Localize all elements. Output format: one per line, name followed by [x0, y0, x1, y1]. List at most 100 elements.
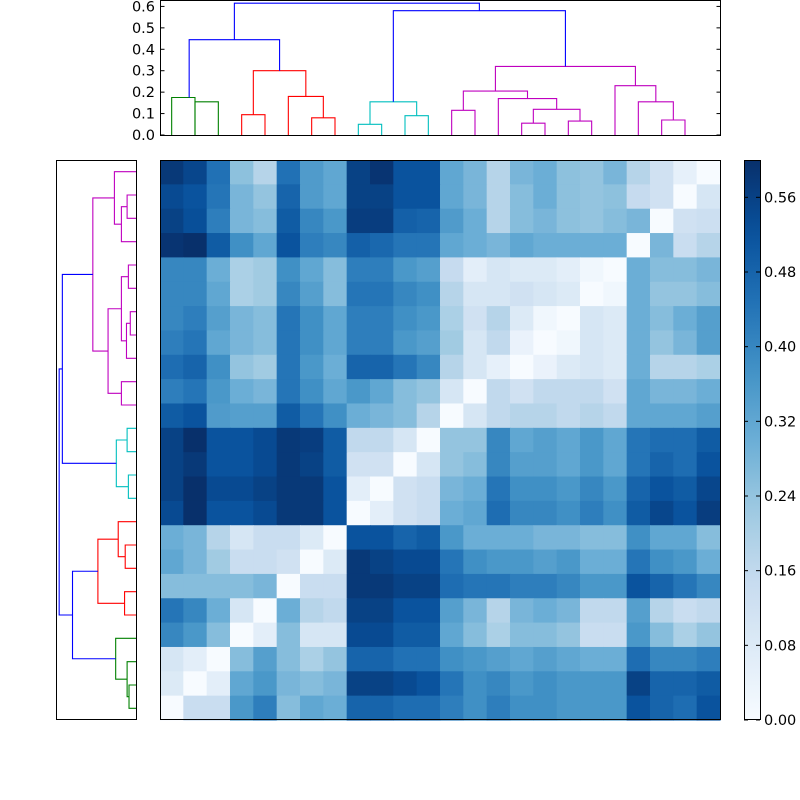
heatmap-cell — [323, 233, 348, 258]
heatmap-cell — [556, 549, 581, 575]
heatmap-cell — [440, 379, 464, 405]
heatmap-cell — [580, 257, 604, 283]
heatmap-cell — [626, 452, 651, 478]
heatmap-cell — [370, 525, 394, 551]
heatmap-cell — [533, 476, 558, 502]
heatmap-cell — [160, 646, 184, 672]
heatmap-cell — [463, 257, 488, 283]
heatmap-cell — [393, 476, 418, 502]
heatmap-cell — [510, 427, 534, 453]
heatmap-cell — [206, 646, 231, 672]
heatmap-cell — [276, 208, 301, 234]
heatmap-cell — [696, 257, 721, 283]
heatmap-cell — [696, 549, 721, 575]
heatmap-cell — [556, 257, 581, 283]
heatmap-cell — [230, 208, 254, 234]
heatmap-cell — [300, 257, 324, 283]
heatmap-cell — [673, 671, 698, 697]
heatmap-cell — [393, 306, 418, 332]
heatmap-cell — [276, 573, 301, 599]
heatmap-cell — [556, 500, 581, 526]
heatmap-cell — [533, 208, 558, 234]
heatmap-cell — [510, 646, 534, 672]
heatmap-cell — [416, 281, 441, 307]
heatmap-cell — [580, 160, 604, 185]
heatmap-cell — [556, 452, 581, 478]
heatmap-cell — [253, 208, 278, 234]
heatmap-cell — [393, 184, 418, 210]
heatmap-cell — [230, 160, 254, 185]
heatmap-cell — [673, 500, 698, 526]
heatmap-cell — [650, 671, 674, 697]
heatmap-cell — [393, 257, 418, 283]
heatmap-cell — [230, 598, 254, 624]
top-y-tick-label: 0.3 — [132, 64, 155, 80]
heatmap-cell — [323, 427, 348, 453]
heatmap-cell — [696, 354, 721, 380]
heatmap-cell — [650, 330, 674, 356]
heatmap-cell — [253, 671, 278, 697]
heatmap-cell — [650, 281, 674, 307]
heatmap-cell — [230, 427, 254, 453]
heatmap-cell — [346, 160, 371, 185]
heatmap-cell — [346, 257, 371, 283]
heatmap — [160, 160, 721, 721]
heatmap-cell — [673, 427, 698, 453]
heatmap-cell — [533, 525, 558, 551]
heatmap-cell — [510, 208, 534, 234]
heatmap-cell — [533, 452, 558, 478]
colorbar-tick-label: 0.16 — [764, 564, 796, 580]
heatmap-cell — [463, 427, 488, 453]
heatmap-cell — [206, 525, 231, 551]
heatmap-cell — [650, 184, 674, 210]
heatmap-cell — [370, 403, 394, 429]
heatmap-cell — [160, 525, 184, 551]
heatmap-cell — [603, 184, 628, 210]
heatmap-cell — [673, 160, 698, 185]
heatmap-cell — [696, 573, 721, 599]
heatmap-cell — [440, 184, 464, 210]
heatmap-cell — [650, 354, 674, 380]
heatmap-cell — [183, 525, 208, 551]
heatmap-cell — [160, 281, 184, 307]
heatmap-cell — [416, 257, 441, 283]
left-dendrogram-link — [58, 368, 73, 616]
heatmap-cell — [323, 379, 348, 405]
heatmap-cell — [673, 184, 698, 210]
heatmap-cell — [206, 257, 231, 283]
heatmap-cell — [160, 306, 184, 332]
heatmap-cell — [696, 281, 721, 307]
heatmap-cell — [300, 500, 324, 526]
heatmap-cell — [556, 598, 581, 624]
heatmap-cell — [603, 476, 628, 502]
heatmap-cell — [323, 549, 348, 575]
heatmap-cell — [346, 622, 371, 648]
heatmap-cell — [393, 330, 418, 356]
heatmap-cell — [276, 233, 301, 258]
heatmap-cell — [183, 500, 208, 526]
top-dendrogram: 0.0 0.1 0.2 0.3 0.4 0.5 0.6 — [132, 0, 721, 144]
heatmap-cell — [230, 573, 254, 599]
heatmap-cell — [650, 379, 674, 405]
heatmap-cell — [276, 427, 301, 453]
heatmap-cell — [626, 476, 651, 502]
heatmap-cell — [603, 208, 628, 234]
heatmap-cell — [580, 184, 604, 210]
heatmap-cell — [346, 403, 371, 429]
heatmap-cell — [603, 160, 628, 185]
heatmap-cell — [346, 671, 371, 697]
heatmap-cell — [486, 184, 511, 210]
heatmap-cell — [253, 452, 278, 478]
heatmap-cell — [556, 622, 581, 648]
heatmap-cell — [626, 695, 651, 721]
heatmap-cell — [393, 500, 418, 526]
heatmap-cell — [346, 549, 371, 575]
heatmap-cell — [486, 330, 511, 356]
heatmap-cell — [370, 671, 394, 697]
heatmap-cell — [253, 622, 278, 648]
colorbar-tick-label: 0.24 — [764, 489, 796, 505]
heatmap-cell — [580, 671, 604, 697]
heatmap-cell — [650, 427, 674, 453]
heatmap-cell — [160, 671, 184, 697]
heatmap-cell — [440, 281, 464, 307]
